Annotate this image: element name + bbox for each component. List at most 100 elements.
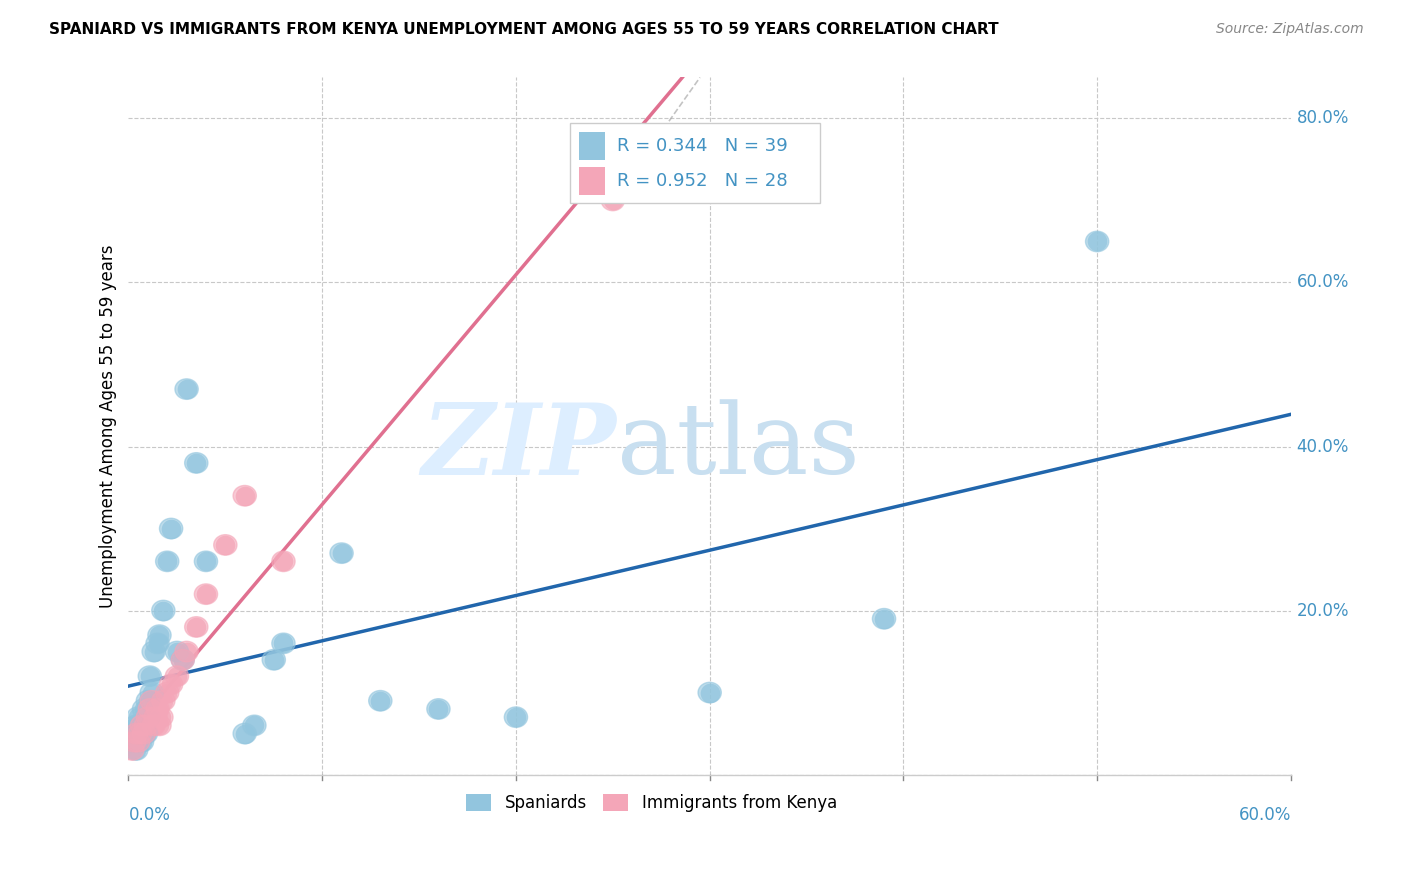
Point — [186, 620, 208, 634]
Point — [602, 194, 624, 208]
Point — [146, 636, 169, 650]
Ellipse shape — [214, 534, 238, 555]
Point — [131, 726, 153, 740]
Ellipse shape — [330, 543, 353, 564]
Point — [699, 685, 721, 699]
Point — [148, 718, 170, 732]
Ellipse shape — [159, 674, 183, 695]
Point — [125, 726, 148, 740]
Point — [139, 669, 162, 683]
Point — [129, 718, 152, 732]
Ellipse shape — [184, 452, 208, 473]
Ellipse shape — [142, 715, 166, 736]
Point — [150, 710, 173, 724]
Point — [142, 644, 165, 658]
Ellipse shape — [602, 190, 624, 211]
Ellipse shape — [172, 649, 194, 670]
Ellipse shape — [131, 731, 153, 752]
Ellipse shape — [174, 641, 198, 662]
Ellipse shape — [271, 633, 295, 654]
Ellipse shape — [143, 706, 167, 727]
Ellipse shape — [128, 723, 152, 744]
Ellipse shape — [128, 715, 152, 736]
FancyBboxPatch shape — [571, 123, 820, 202]
Point — [127, 735, 149, 749]
Ellipse shape — [122, 723, 146, 744]
Ellipse shape — [125, 723, 148, 744]
Point — [263, 653, 285, 667]
Ellipse shape — [872, 608, 896, 629]
Point — [330, 546, 353, 560]
Point — [160, 677, 183, 691]
Ellipse shape — [159, 518, 183, 539]
Ellipse shape — [233, 485, 256, 506]
Ellipse shape — [184, 616, 208, 637]
Ellipse shape — [127, 731, 150, 752]
Text: 60.0%: 60.0% — [1239, 806, 1291, 824]
Ellipse shape — [132, 715, 156, 736]
Text: ZIP: ZIP — [422, 399, 617, 495]
Point — [146, 702, 169, 716]
Point — [152, 603, 174, 617]
Ellipse shape — [122, 731, 146, 752]
Ellipse shape — [132, 698, 156, 719]
Point — [176, 382, 198, 396]
Text: SPANIARD VS IMMIGRANTS FROM KENYA UNEMPLOYMENT AMONG AGES 55 TO 59 YEARS CORRELA: SPANIARD VS IMMIGRANTS FROM KENYA UNEMPL… — [49, 22, 998, 37]
Point — [427, 702, 450, 716]
Point — [160, 522, 183, 536]
Point — [166, 644, 188, 658]
Point — [132, 702, 155, 716]
Text: 40.0%: 40.0% — [1296, 437, 1350, 456]
Ellipse shape — [262, 649, 285, 670]
Point — [273, 636, 295, 650]
Point — [233, 489, 256, 503]
Ellipse shape — [132, 723, 156, 744]
Point — [141, 694, 163, 708]
Ellipse shape — [136, 706, 159, 727]
Point — [176, 644, 198, 658]
Ellipse shape — [152, 690, 174, 711]
Ellipse shape — [141, 682, 163, 703]
Bar — [579, 167, 605, 194]
Ellipse shape — [156, 551, 179, 572]
Point — [132, 718, 155, 732]
Point — [370, 694, 392, 708]
Ellipse shape — [135, 723, 157, 744]
Point — [136, 694, 159, 708]
Point — [142, 718, 165, 732]
Ellipse shape — [138, 698, 162, 719]
Y-axis label: Unemployment Among Ages 55 to 59 years: Unemployment Among Ages 55 to 59 years — [100, 244, 117, 607]
Ellipse shape — [146, 633, 169, 654]
Point — [129, 726, 152, 740]
Ellipse shape — [128, 723, 152, 744]
Point — [172, 653, 194, 667]
Point — [121, 743, 143, 757]
Ellipse shape — [166, 641, 188, 662]
Ellipse shape — [138, 666, 162, 687]
Ellipse shape — [194, 584, 218, 605]
Point — [152, 694, 174, 708]
Ellipse shape — [148, 715, 172, 736]
Ellipse shape — [131, 715, 153, 736]
Point — [172, 653, 194, 667]
Ellipse shape — [148, 625, 172, 646]
Ellipse shape — [135, 715, 157, 736]
Ellipse shape — [121, 739, 143, 760]
Point — [131, 735, 153, 749]
Ellipse shape — [150, 706, 173, 727]
Ellipse shape — [172, 649, 194, 670]
Ellipse shape — [368, 690, 392, 711]
Ellipse shape — [142, 641, 166, 662]
Ellipse shape — [152, 600, 174, 621]
Ellipse shape — [427, 698, 450, 719]
Point — [136, 710, 159, 724]
Point — [233, 726, 256, 740]
Ellipse shape — [136, 706, 159, 727]
Point — [132, 726, 155, 740]
Ellipse shape — [505, 706, 527, 727]
Ellipse shape — [146, 698, 169, 719]
Ellipse shape — [136, 690, 159, 711]
Point — [129, 726, 152, 740]
Text: 60.0%: 60.0% — [1296, 274, 1350, 292]
Text: atlas: atlas — [617, 399, 859, 495]
